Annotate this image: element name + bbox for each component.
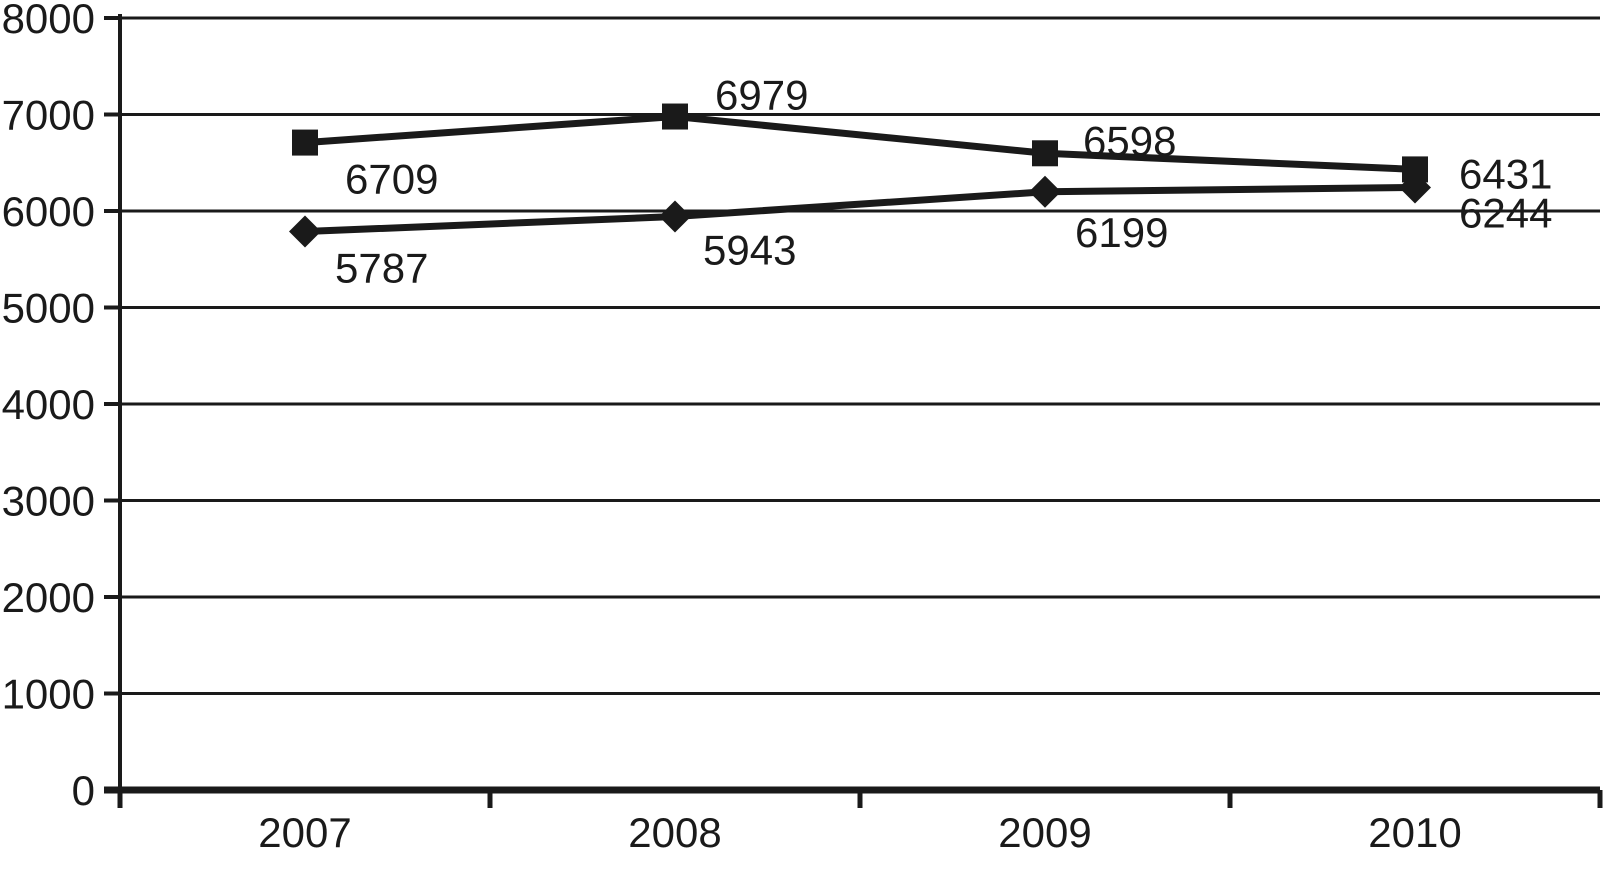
marker-diamond-2010	[1399, 171, 1431, 204]
data-label-6598: 6598	[1083, 117, 1176, 164]
x-tick-label-2009: 2009	[998, 809, 1091, 856]
marker-diamond-2009	[1029, 175, 1061, 208]
y-tick-label-0: 0	[72, 767, 95, 814]
data-label-5943: 5943	[703, 227, 796, 274]
series-line-square-series	[301, 113, 1419, 173]
data-label-6431: 6431	[1459, 150, 1552, 197]
x-tick-label-2008: 2008	[628, 809, 721, 856]
marker-diamond-2007	[289, 215, 321, 248]
data-label-6244: 6244	[1459, 189, 1552, 236]
data-label-5787: 5787	[335, 245, 428, 292]
y-tick-label-8000: 8000	[2, 0, 95, 42]
data-label-6709: 6709	[345, 156, 438, 203]
y-tick-label-2000: 2000	[2, 574, 95, 621]
y-tick-label-1000: 1000	[2, 671, 95, 718]
marker-square-2007	[292, 129, 318, 156]
marker-diamond-2008	[659, 200, 691, 233]
series-line-diamond-series	[301, 183, 1419, 236]
y-tick-label-6000: 6000	[2, 188, 95, 235]
data-label-6979: 6979	[715, 72, 808, 119]
y-tick-label-7000: 7000	[2, 92, 95, 139]
y-tick-label-4000: 4000	[2, 381, 95, 428]
y-tick-label-3000: 3000	[2, 478, 95, 525]
x-tick-label-2007: 2007	[258, 809, 351, 856]
marker-square-2009	[1032, 140, 1058, 167]
x-tick-label-2010: 2010	[1368, 809, 1461, 856]
y-tick-label-5000: 5000	[2, 285, 95, 332]
data-label-6199: 6199	[1075, 209, 1168, 256]
marker-square-2008	[662, 103, 688, 130]
